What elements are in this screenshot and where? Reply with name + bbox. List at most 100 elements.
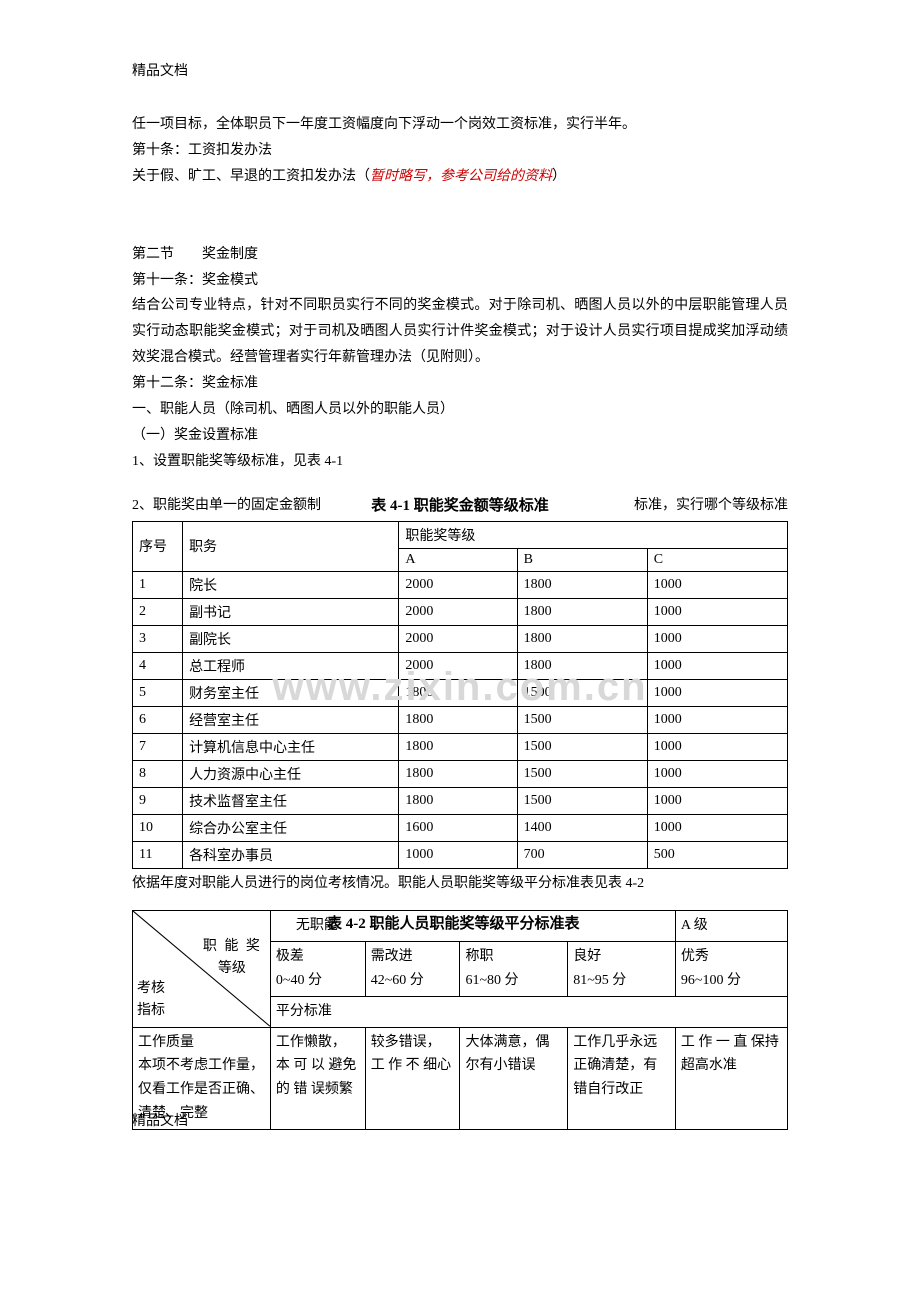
table-row: 职 能 奖 等级 考核 指标 无职能 A 级 bbox=[133, 911, 788, 942]
table-row: 8人力资源中心主任180015001000 bbox=[133, 760, 788, 787]
cell: 平分标准 bbox=[270, 996, 787, 1027]
cell: 1500 bbox=[517, 679, 647, 706]
cell: 工作几乎永远正确清楚，有错自行改正 bbox=[568, 1027, 676, 1129]
col-header-b: B bbox=[517, 548, 647, 571]
cell: 经营室主任 bbox=[183, 706, 399, 733]
cell-text: 称职 bbox=[465, 949, 493, 964]
cell: 1000 bbox=[647, 814, 787, 841]
cell: 2000 bbox=[399, 652, 517, 679]
cell: 1000 bbox=[647, 571, 787, 598]
cell: 财务室主任 bbox=[183, 679, 399, 706]
cell: 4 bbox=[133, 652, 183, 679]
article-11-title: 第十一条：奖金模式 bbox=[132, 268, 788, 294]
cell: 1500 bbox=[517, 733, 647, 760]
cell: 1800 bbox=[517, 571, 647, 598]
item-1-1-2-line: 2、职能奖由单一的固定金额制 表 4-1 职能奖金额等级标准 标准，实行哪个等级… bbox=[132, 493, 788, 519]
cell: 1800 bbox=[399, 733, 517, 760]
cell: 8 bbox=[133, 760, 183, 787]
cell: 1 bbox=[133, 571, 183, 598]
cell: 优秀96~100 分 bbox=[675, 942, 787, 997]
cell: 2000 bbox=[399, 571, 517, 598]
cell: 700 bbox=[517, 841, 647, 868]
cell-text: 无职能 bbox=[296, 918, 338, 933]
cell: 1800 bbox=[517, 652, 647, 679]
col-header-c: C bbox=[647, 548, 787, 571]
cell-text: 42~60 分 bbox=[371, 973, 424, 988]
item-1-1-1: 1、设置职能奖等级标准，见表 4-1 bbox=[132, 449, 788, 475]
table-row: 11各科室办事员1000700500 bbox=[133, 841, 788, 868]
cell: 3 bbox=[133, 625, 183, 652]
item-1: 一、职能人员（除司机、晒图人员以外的职能人员） bbox=[132, 397, 788, 423]
cell-text: 优秀 bbox=[681, 949, 709, 964]
cell: 工 作 一 直 保持超高水准 bbox=[675, 1027, 787, 1129]
cell: 2000 bbox=[399, 625, 517, 652]
cell: 副院长 bbox=[183, 625, 399, 652]
cell: 2 bbox=[133, 598, 183, 625]
cell: 1000 bbox=[647, 706, 787, 733]
cell: 1500 bbox=[517, 760, 647, 787]
cell: 较多错误，工 作 不 细心 bbox=[365, 1027, 460, 1129]
p3-text-a: 关于假、旷工、早退的工资扣发办法（ bbox=[132, 169, 370, 184]
page-container: 精品文档 任一项目标，全体职员下一年度工资幅度向下浮动一个岗效工资标准，实行半年… bbox=[0, 0, 920, 1190]
p3-red-text: 暂时略写，参考公司给的资料 bbox=[370, 169, 552, 184]
p3-text-b: ） bbox=[552, 169, 566, 184]
article-11-body: 结合公司专业特点，针对不同职员实行不同的奖金模式。对于除司机、晒图人员以外的中层… bbox=[132, 293, 788, 371]
col-header-a: A bbox=[399, 548, 517, 571]
cell: 1000 bbox=[647, 760, 787, 787]
cell: 1000 bbox=[399, 841, 517, 868]
cell: 1800 bbox=[399, 706, 517, 733]
article-12-title: 第十二条：奖金标准 bbox=[132, 371, 788, 397]
diagonal-header-cell: 职 能 奖 等级 考核 指标 bbox=[133, 911, 271, 1027]
cell: 总工程师 bbox=[183, 652, 399, 679]
table-4-2-wrap: 表 4-2 职能人员职能奖等级平分标准表 职 能 奖 等级 考核 指标 无职能 … bbox=[132, 910, 788, 1129]
cell: 无职能 bbox=[270, 911, 675, 942]
diag-label-2: 等级 bbox=[218, 957, 246, 981]
table-4-1: 序号 职务 职能奖等级 A B C 1院长200018001000 2副书记20… bbox=[132, 521, 788, 869]
col-header-seq: 序号 bbox=[133, 521, 183, 571]
cell: 500 bbox=[647, 841, 787, 868]
cell: 1000 bbox=[647, 679, 787, 706]
cell: 大体满意，偶尔有小错误 bbox=[460, 1027, 568, 1129]
table-row: 9技术监督室主任180015001000 bbox=[133, 787, 788, 814]
cell: 副书记 bbox=[183, 598, 399, 625]
cell: 6 bbox=[133, 706, 183, 733]
paragraph-2: 第十条：工资扣发办法 bbox=[132, 138, 788, 164]
page-header: 精品文档 bbox=[132, 60, 788, 80]
table-row: 4总工程师200018001000 bbox=[133, 652, 788, 679]
cell: 工作懒散，本 可 以 避免 的 错 误频繁 bbox=[270, 1027, 365, 1129]
cell: 1800 bbox=[517, 598, 647, 625]
table-row: 3副院长200018001000 bbox=[133, 625, 788, 652]
diag-label-3: 考核 bbox=[137, 977, 165, 1001]
cell: 计算机信息中心主任 bbox=[183, 733, 399, 760]
cell: 1000 bbox=[647, 625, 787, 652]
diag-label-4: 指标 bbox=[137, 999, 165, 1023]
cell: 需改进 42~60 分 bbox=[365, 942, 460, 997]
cell-text: 61~80 分 bbox=[465, 973, 518, 988]
col-header-group: 职能奖等级 bbox=[399, 521, 788, 548]
paragraph-12: 依据年度对职能人员进行的岗位考核情况。职能人员职能奖等级平分标准表见表 4-2 bbox=[132, 871, 788, 897]
cell: A 级 bbox=[675, 911, 787, 942]
col-header-pos: 职务 bbox=[183, 521, 399, 571]
table-row: 序号 职务 职能奖等级 bbox=[133, 521, 788, 548]
table-row: 10综合办公室主任160014001000 bbox=[133, 814, 788, 841]
p11-text-b: 标准，实行哪个等级标准 bbox=[634, 493, 788, 519]
table-row: 工作质量本项不考虑工作量，仅看工作是否正确、清楚、完整 工作懒散，本 可 以 避… bbox=[133, 1027, 788, 1129]
cell: 极差0~40 分 bbox=[270, 942, 365, 997]
cell: 1000 bbox=[647, 598, 787, 625]
cell: 1800 bbox=[517, 625, 647, 652]
cell: 人力资源中心主任 bbox=[183, 760, 399, 787]
cell: 称职 61~80 分 bbox=[460, 942, 568, 997]
diag-label-1: 职 能 奖 bbox=[203, 935, 262, 959]
paragraph-3: 关于假、旷工、早退的工资扣发办法（暂时略写，参考公司给的资料） bbox=[132, 164, 788, 190]
table-row: 6经营室主任180015001000 bbox=[133, 706, 788, 733]
table-row: 5财务室主任180015001000 bbox=[133, 679, 788, 706]
cell: 1500 bbox=[517, 706, 647, 733]
cell: 1800 bbox=[399, 679, 517, 706]
page-footer: 精品文档 bbox=[132, 1110, 188, 1130]
table-4-2: 职 能 奖 等级 考核 指标 无职能 A 级 极差0~40 分 需改进 42~60… bbox=[132, 910, 788, 1129]
cell-text: 需改进 bbox=[371, 949, 413, 964]
cell-text: 0~40 分 bbox=[276, 973, 322, 988]
cell: 2000 bbox=[399, 598, 517, 625]
p11-text-a: 2、职能奖由单一的固定金额制 bbox=[132, 498, 321, 513]
cell: 10 bbox=[133, 814, 183, 841]
